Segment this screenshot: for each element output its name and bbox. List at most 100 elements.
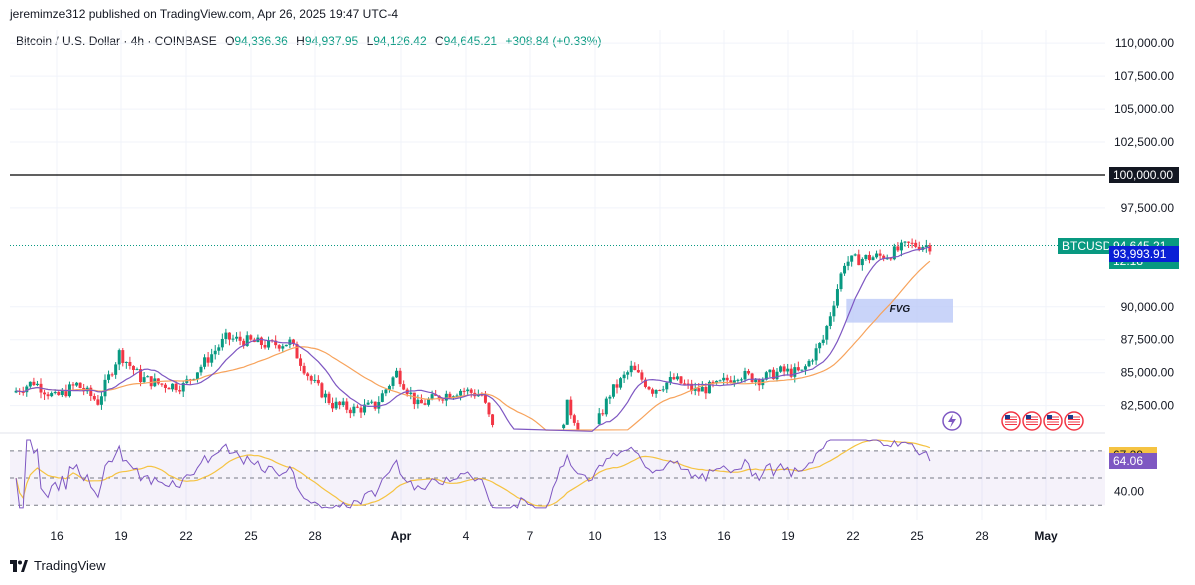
candle-body bbox=[75, 382, 79, 386]
flag-canton bbox=[1047, 415, 1052, 419]
candle-body bbox=[288, 339, 292, 345]
candle-body bbox=[850, 255, 854, 262]
candle-body bbox=[459, 390, 463, 396]
candle-body bbox=[135, 369, 139, 371]
price-tick-label: 90,000.00 bbox=[1121, 300, 1175, 314]
candle-body bbox=[818, 342, 822, 349]
candle-body bbox=[348, 409, 352, 414]
time-tick-label: 25 bbox=[244, 529, 258, 543]
candle-body bbox=[786, 368, 790, 372]
candle-body bbox=[707, 381, 711, 394]
candle-body bbox=[235, 336, 239, 339]
time-tick-label: 28 bbox=[308, 529, 322, 543]
candle-body bbox=[636, 370, 640, 373]
candle-body bbox=[331, 403, 335, 409]
candle-body bbox=[796, 367, 800, 371]
time-tick-label: 19 bbox=[114, 529, 128, 543]
candle-body bbox=[690, 383, 694, 391]
candle-body bbox=[455, 395, 459, 397]
candle-body bbox=[163, 384, 167, 388]
candle-body bbox=[387, 385, 391, 390]
candle-body bbox=[384, 389, 388, 394]
candle-body bbox=[423, 403, 427, 405]
candle-body bbox=[412, 392, 416, 405]
candle-body bbox=[338, 401, 342, 406]
open-label: O bbox=[225, 34, 235, 48]
candle-body bbox=[875, 253, 879, 258]
candle-body bbox=[53, 391, 57, 394]
candle-body bbox=[782, 366, 786, 372]
candle-body bbox=[462, 390, 466, 392]
time-tick-label: 16 bbox=[717, 529, 731, 543]
candle-body bbox=[21, 391, 25, 393]
candle-body bbox=[117, 350, 121, 365]
candle-body bbox=[885, 258, 889, 260]
candle-body bbox=[131, 365, 135, 370]
candle-body bbox=[227, 332, 231, 340]
candle-body bbox=[334, 401, 338, 409]
candle-body bbox=[679, 376, 683, 384]
price-tick-label: 107,500.00 bbox=[1114, 69, 1174, 83]
candle-body bbox=[597, 413, 601, 425]
candle-body bbox=[355, 406, 359, 408]
candle-body bbox=[899, 242, 903, 251]
candle-body bbox=[800, 369, 804, 371]
candle-body bbox=[284, 344, 288, 347]
candle-body bbox=[277, 345, 281, 349]
candle-body bbox=[309, 376, 313, 381]
candle-body bbox=[889, 258, 893, 260]
candle-body bbox=[398, 370, 402, 385]
candle-body bbox=[686, 383, 690, 385]
change-value: +308.84 (+0.33%) bbox=[505, 34, 602, 48]
time-tick-label: 10 bbox=[588, 529, 602, 543]
flag-canton bbox=[1005, 415, 1010, 419]
candle-body bbox=[771, 369, 775, 380]
candle-body bbox=[611, 384, 615, 397]
candle-body bbox=[259, 337, 263, 346]
candle-body bbox=[736, 379, 740, 381]
candle-body bbox=[693, 388, 697, 391]
candle-body bbox=[316, 379, 320, 384]
candle-body bbox=[64, 390, 68, 397]
candle-body bbox=[274, 340, 278, 346]
time-tick-label: 16 bbox=[50, 529, 64, 543]
candle-body bbox=[146, 376, 150, 378]
candle-body bbox=[683, 383, 687, 385]
candle-body bbox=[828, 316, 832, 326]
candle-body bbox=[320, 383, 324, 398]
candle-body bbox=[700, 386, 704, 392]
candle-body bbox=[658, 389, 662, 391]
candle-body bbox=[327, 393, 331, 404]
candle-body bbox=[419, 399, 423, 404]
candle-body bbox=[811, 360, 815, 362]
candle-body bbox=[199, 366, 203, 373]
lightning-bolt-icon bbox=[948, 414, 956, 428]
candle-body bbox=[35, 383, 39, 386]
footer-brand[interactable]: TradingView bbox=[10, 558, 106, 573]
candle-body bbox=[391, 377, 395, 386]
candle-body bbox=[569, 399, 573, 416]
candle-body bbox=[195, 372, 199, 379]
brand-name: TradingView bbox=[34, 558, 106, 573]
candle-body bbox=[299, 358, 303, 366]
candle-body bbox=[629, 365, 633, 373]
time-tick-label: 28 bbox=[975, 529, 989, 543]
candle-body bbox=[832, 305, 836, 317]
candle-body bbox=[181, 383, 185, 392]
time-tick-label: Apr bbox=[391, 529, 412, 543]
symbol-description: Bitcoin / U.S. Dollar · 4h · COINBASE bbox=[16, 34, 217, 48]
candle-body bbox=[732, 380, 736, 383]
candle-body bbox=[853, 254, 857, 256]
candle-body bbox=[825, 325, 829, 340]
candle-body bbox=[174, 383, 178, 391]
candle-body bbox=[114, 364, 118, 375]
candle-body bbox=[263, 345, 267, 348]
tradingview-logo-icon bbox=[10, 559, 28, 572]
candle-body bbox=[665, 382, 669, 390]
candle-body bbox=[747, 371, 751, 374]
candle-body bbox=[750, 373, 754, 382]
candle-body bbox=[775, 371, 779, 380]
candle-body bbox=[206, 357, 210, 363]
candle-body bbox=[839, 273, 843, 290]
